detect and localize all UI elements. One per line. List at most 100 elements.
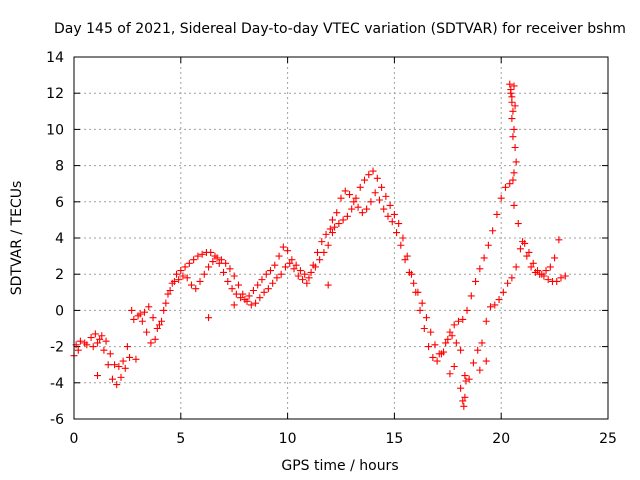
data-point xyxy=(104,361,112,369)
y-tick-label: 4 xyxy=(55,231,64,247)
data-point xyxy=(305,274,313,282)
data-point xyxy=(363,205,371,213)
data-point xyxy=(324,241,332,249)
data-point xyxy=(487,303,495,311)
y-tick-label: 8 xyxy=(55,159,64,175)
data-point xyxy=(425,343,433,351)
data-point xyxy=(328,229,336,237)
data-point xyxy=(262,270,270,278)
data-point xyxy=(294,272,302,280)
data-point xyxy=(185,259,193,267)
data-point xyxy=(314,248,322,256)
data-point xyxy=(230,301,238,309)
data-point xyxy=(303,279,311,287)
data-point xyxy=(348,205,356,213)
data-point xyxy=(397,241,405,249)
data-point xyxy=(153,325,161,332)
data-point xyxy=(173,270,181,278)
data-point xyxy=(230,272,238,280)
data-point xyxy=(480,254,488,262)
data-point xyxy=(96,335,104,343)
data-point xyxy=(360,176,368,184)
data-point xyxy=(307,268,315,276)
data-point xyxy=(446,328,454,336)
data-point xyxy=(126,353,134,361)
data-point xyxy=(561,272,569,280)
data-point xyxy=(469,359,477,367)
data-point xyxy=(509,176,517,184)
data-point xyxy=(527,263,535,271)
y-tick-label: 0 xyxy=(55,303,64,319)
data-point xyxy=(275,252,283,260)
data-point xyxy=(508,115,516,123)
data-point xyxy=(395,220,403,228)
data-point xyxy=(511,144,519,151)
data-point xyxy=(192,285,200,293)
data-point xyxy=(497,194,505,202)
data-point xyxy=(440,348,448,356)
data-point xyxy=(450,363,458,371)
data-point xyxy=(143,328,151,336)
data-point xyxy=(281,263,289,271)
data-point xyxy=(132,355,140,363)
data-point xyxy=(260,288,268,296)
data-point xyxy=(512,263,520,271)
data-point xyxy=(277,270,285,278)
data-point xyxy=(89,343,97,351)
data-point xyxy=(299,276,307,284)
data-point xyxy=(151,335,159,343)
data-point xyxy=(286,259,294,267)
data-point xyxy=(442,339,450,347)
data-point xyxy=(373,174,381,182)
y-tick-label: 12 xyxy=(46,86,64,102)
data-point xyxy=(459,315,467,323)
data-point xyxy=(380,205,388,213)
data-point xyxy=(102,337,110,345)
data-point xyxy=(217,256,225,264)
data-point xyxy=(482,317,490,325)
data-point xyxy=(288,256,296,264)
data-point xyxy=(187,281,195,289)
data-point xyxy=(557,274,565,282)
data-point xyxy=(393,229,401,237)
data-point xyxy=(198,250,206,258)
axis-ticks: 0 5 10 15 20 25 -6 -4 -2 0 2 4 6 8 10 12 14 xyxy=(46,50,617,447)
y-tick-label: 2 xyxy=(55,267,64,283)
y-axis-title: SDTVAR / TECUs xyxy=(9,181,25,296)
data-point xyxy=(337,194,345,202)
data-point xyxy=(476,366,484,374)
data-point xyxy=(224,277,232,285)
data-point xyxy=(509,133,517,141)
data-point xyxy=(508,98,516,106)
data-point xyxy=(200,270,208,278)
data-point xyxy=(209,258,217,266)
data-point xyxy=(504,279,512,287)
data-point xyxy=(106,350,114,358)
x-axis-title: GPS time / hours xyxy=(281,458,398,474)
data-point xyxy=(279,243,287,251)
data-point xyxy=(416,306,424,314)
data-point xyxy=(510,125,518,133)
data-point xyxy=(506,80,514,88)
data-point xyxy=(322,230,330,238)
series-sdtvar-spike xyxy=(506,80,520,184)
data-point xyxy=(525,248,533,256)
data-point xyxy=(249,286,257,294)
data-point xyxy=(136,310,144,318)
data-point xyxy=(196,277,204,285)
data-point xyxy=(269,279,277,287)
data-point xyxy=(350,198,358,206)
data-point xyxy=(243,297,251,305)
data-point xyxy=(324,281,332,289)
data-point xyxy=(155,321,163,329)
data-point xyxy=(111,361,119,369)
data-point xyxy=(484,241,492,249)
data-point xyxy=(220,268,228,276)
data-point xyxy=(205,314,213,322)
data-point xyxy=(461,393,469,401)
data-point xyxy=(534,267,542,275)
data-point xyxy=(356,183,364,191)
data-point xyxy=(232,290,240,298)
data-point xyxy=(403,252,411,260)
